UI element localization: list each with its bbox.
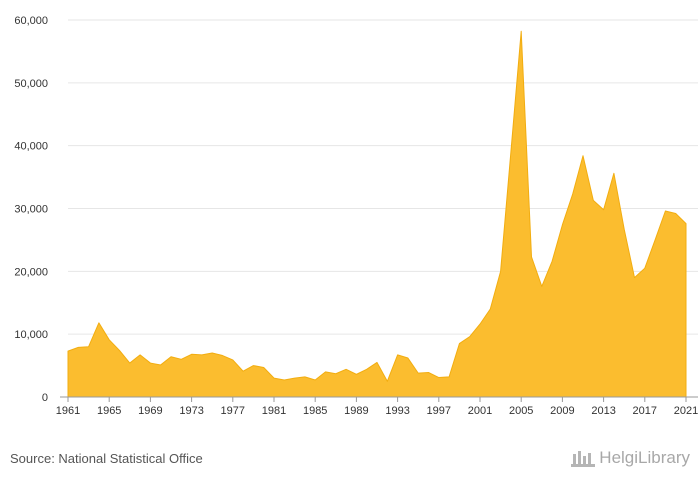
x-tick-label: 1977 xyxy=(221,405,245,417)
x-tick-label: 2017 xyxy=(633,405,657,417)
x-tick-label: 1997 xyxy=(427,405,451,417)
y-tick-label: 30,000 xyxy=(14,204,48,216)
x-tick-label: 1961 xyxy=(56,405,80,417)
area-chart: 0 10,000 20,000 30,000 40,000 50,000 60,000 19… xyxy=(14,15,698,417)
y-tick-label: 60,000 xyxy=(14,15,48,27)
x-tick-label: 2001 xyxy=(468,405,492,417)
brand-name: HelgiLibrary xyxy=(599,448,690,467)
x-tick-label: 1981 xyxy=(262,405,286,417)
axes xyxy=(60,396,698,402)
area-series xyxy=(67,30,687,398)
x-tick-label: 1969 xyxy=(138,405,162,417)
data-area xyxy=(67,30,687,398)
x-tick-label: 1985 xyxy=(303,405,327,417)
library-columns-icon xyxy=(571,451,596,467)
y-tick-label: 40,000 xyxy=(14,141,48,153)
source-note: Source: National Statistical Office xyxy=(10,451,203,466)
x-axis-tick-labels: 1961 1965 1969 1973 1977 1981 1985 1989 1993 1997… xyxy=(56,405,698,417)
x-tick-label: 2013 xyxy=(591,405,615,417)
brand-logo: HelgiLibrary xyxy=(570,448,690,468)
y-tick-label: 20,000 xyxy=(14,266,48,278)
y-tick-label: 10,000 xyxy=(14,329,48,341)
y-tick-label: 0 xyxy=(42,392,48,404)
x-tick-label: 1989 xyxy=(344,405,368,417)
x-tick-label: 2009 xyxy=(550,405,574,417)
x-tick-label: 1993 xyxy=(385,405,409,417)
x-tick-label: 1973 xyxy=(179,405,203,417)
x-tick-label: 1965 xyxy=(97,405,121,417)
y-axis-tick-labels: 0 10,000 20,000 30,000 40,000 50,000 60,000 xyxy=(14,15,48,404)
y-tick-label: 50,000 xyxy=(14,78,48,90)
x-tick-label: 2021 xyxy=(674,405,698,417)
x-tick-label: 2005 xyxy=(509,405,533,417)
chart-footer: Source: National Statistical Office Helg… xyxy=(0,440,700,483)
